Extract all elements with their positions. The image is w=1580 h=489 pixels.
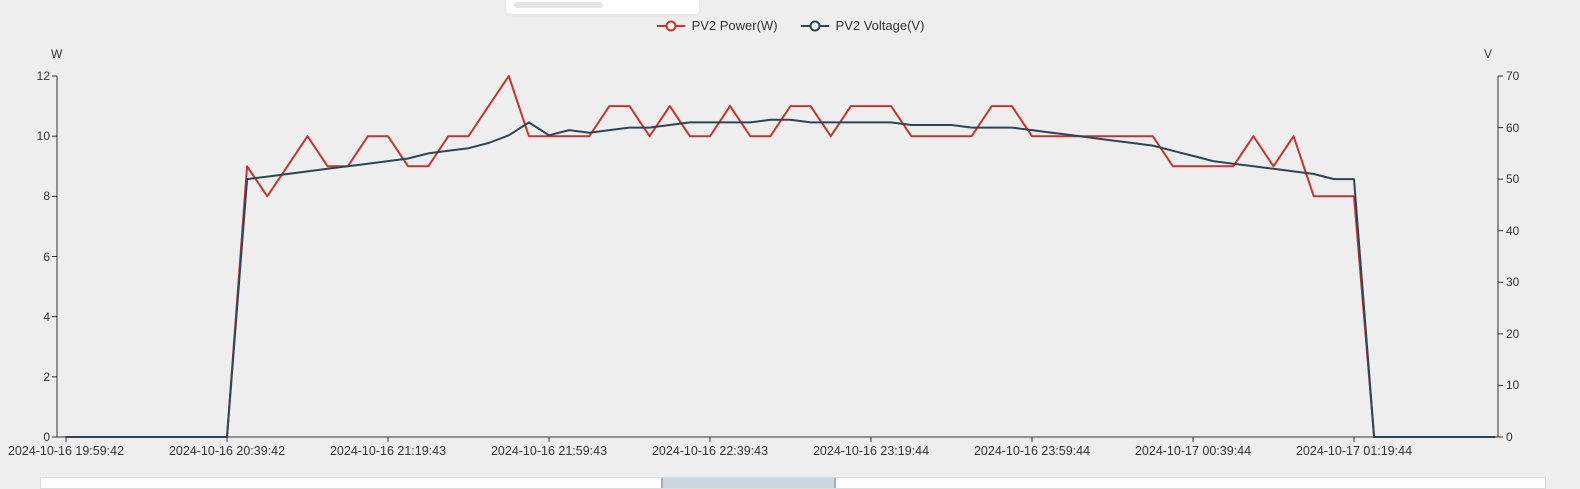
- legend-item-voltage[interactable]: PV2 Voltage(V): [800, 18, 925, 33]
- scrollbar-thumb[interactable]: [661, 478, 836, 488]
- line-circle-marker-icon: [656, 20, 685, 31]
- cutoff-panel-fragment: [505, 0, 700, 15]
- legend-label-voltage: PV2 Voltage(V): [835, 18, 925, 33]
- horizontal-scrollbar[interactable]: [40, 477, 1546, 489]
- legend-item-power[interactable]: PV2 Power(W): [656, 18, 778, 33]
- line-circle-marker-icon: [800, 20, 829, 31]
- cutoff-panel-inner-bar: [514, 2, 603, 8]
- legend-label-power: PV2 Power(W): [691, 18, 778, 33]
- legend: PV2 Power(W) PV2 Voltage(V): [0, 18, 1580, 33]
